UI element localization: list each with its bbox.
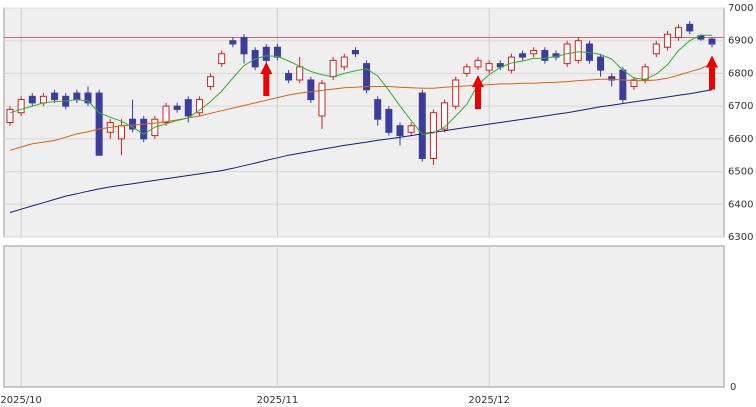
candle-body	[574, 40, 582, 61]
candle-body	[597, 56, 605, 71]
candle-body	[541, 50, 549, 61]
lower-tick-label: 0	[730, 382, 736, 393]
candle-body	[17, 99, 25, 114]
candle-body	[218, 53, 226, 65]
candle-body	[474, 59, 482, 68]
candle-body	[485, 63, 493, 71]
candle-body	[530, 50, 538, 55]
candle-body	[407, 125, 415, 133]
signal-arrow	[706, 55, 718, 90]
candle-body	[351, 50, 359, 55]
ma-line	[9, 63, 713, 151]
candle-body	[285, 72, 293, 81]
candle-body	[129, 118, 137, 130]
candle-body	[608, 76, 616, 81]
candle-body	[441, 102, 449, 130]
candle-body	[84, 92, 92, 104]
candle-body	[184, 99, 192, 117]
signal-arrow	[472, 75, 484, 110]
x-tick-label: 2025/11	[257, 395, 299, 406]
candle-body	[262, 46, 270, 61]
candle-body	[519, 53, 527, 58]
candle-body	[363, 63, 371, 91]
candle-body	[307, 79, 315, 101]
candle-body	[318, 82, 326, 117]
y-tick-label: 6500	[728, 167, 753, 178]
candle-body	[28, 95, 36, 104]
ma-line	[9, 89, 713, 213]
candle-body	[240, 36, 248, 55]
candle-body	[708, 38, 716, 45]
candle-body	[675, 27, 683, 38]
x-tick-label: 2025/12	[468, 395, 510, 406]
candle-body	[140, 118, 148, 140]
lower-panel	[3, 245, 725, 388]
candle-body	[652, 43, 660, 55]
candle-body	[374, 99, 382, 120]
candle-body	[619, 69, 627, 101]
candle-body	[418, 92, 426, 159]
candle-body	[73, 92, 81, 101]
candle-body	[463, 66, 471, 74]
candle-body	[697, 35, 705, 40]
signal-arrow	[260, 61, 273, 96]
candle-body	[385, 108, 393, 133]
candle-body	[496, 63, 504, 68]
candle-body	[95, 92, 103, 156]
candle-body	[641, 66, 649, 81]
candle-body	[51, 92, 59, 101]
ma-line	[9, 34, 712, 135]
candle-body	[329, 59, 337, 78]
candle-body	[396, 125, 404, 137]
candle-body	[6, 108, 14, 123]
y-tick-label: 7000	[728, 3, 753, 14]
candle-body	[507, 56, 515, 71]
y-tick-label: 6700	[728, 101, 753, 112]
y-tick-label: 6600	[728, 134, 753, 145]
candle-body	[39, 95, 47, 104]
candle-body	[162, 105, 170, 124]
candle-body	[273, 46, 281, 58]
candle-body	[229, 40, 237, 45]
candle-body	[630, 79, 638, 88]
y-tick-label: 6900	[728, 36, 753, 47]
candle-body	[429, 112, 437, 159]
x-tick-label: 2025/10	[0, 395, 42, 406]
y-tick-label: 6300	[728, 232, 753, 243]
candle-body	[117, 125, 125, 140]
candle-body	[173, 105, 181, 110]
candle-body	[452, 79, 460, 107]
candle-body	[296, 66, 304, 81]
candle-body	[686, 23, 694, 32]
y-tick-label: 6800	[728, 68, 753, 79]
y-tick-label: 6400	[728, 199, 753, 210]
candle-body	[195, 99, 203, 114]
candle-body	[207, 76, 215, 88]
candle-body	[663, 33, 671, 48]
candle-body	[340, 56, 348, 68]
